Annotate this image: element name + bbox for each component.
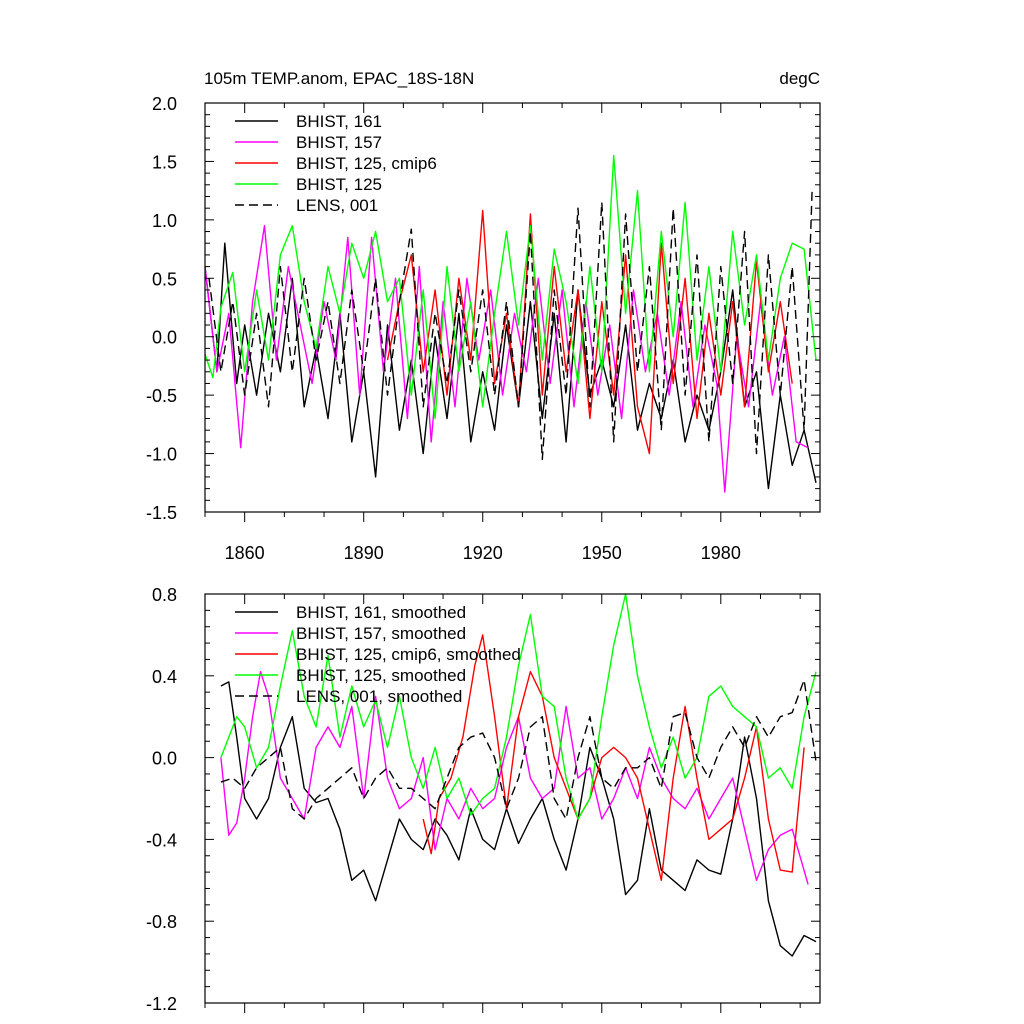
- y-tick-label: -1.2: [146, 994, 177, 1014]
- y-tick-label: -1.5: [146, 503, 177, 523]
- legend-label-3: BHIST, 125, cmip6: [296, 154, 437, 173]
- y-tick-label: 0.0: [152, 328, 177, 348]
- y-tick-label: 0.0: [152, 749, 177, 769]
- series-line-4: [205, 154, 817, 420]
- legend-label-2: BHIST, 157: [296, 133, 382, 152]
- series-group: [205, 154, 817, 493]
- top-panel: 105m TEMP.anom, EPAC_18S-18N degC -1.5 -1…: [146, 69, 821, 563]
- y-tick-label: 2.0: [152, 94, 177, 114]
- series-line-5: [208, 190, 813, 461]
- series-line-1: [220, 681, 817, 957]
- legend-label-5: LENS, 001: [296, 196, 378, 215]
- x-tick-label: 1860: [225, 543, 265, 563]
- y-tick-label: -0.8: [146, 912, 177, 932]
- x-tick-label: 1890: [344, 543, 384, 563]
- top-panel-units: degC: [779, 69, 820, 88]
- series-group: [220, 594, 817, 957]
- y-tick-label: 0.5: [152, 269, 177, 289]
- y-tick-label: -0.4: [146, 830, 177, 850]
- series-line-2: [220, 671, 809, 885]
- y-tick-label: 0.8: [152, 585, 177, 605]
- legend-label-4: BHIST, 125, smoothed: [296, 666, 466, 685]
- series-line-3: [422, 634, 805, 881]
- x-tick-label: 1950: [582, 543, 622, 563]
- plot-frame: [204, 102, 821, 513]
- legend-label-4: BHIST, 125: [296, 175, 382, 194]
- y-tick-label: 0.4: [152, 667, 177, 687]
- legend-label-3: BHIST, 125, cmip6, smoothed: [296, 645, 521, 664]
- y-tick-label: -0.5: [146, 386, 177, 406]
- series-line-5: [220, 679, 817, 820]
- x-tick-label: 1920: [463, 543, 503, 563]
- legend-label-2: BHIST, 157, smoothed: [296, 624, 466, 643]
- legend-label-1: BHIST, 161, smoothed: [296, 603, 466, 622]
- series-line-2: [205, 224, 809, 493]
- plot-frame: [204, 593, 821, 1004]
- y-tick-label: 1.5: [152, 152, 177, 172]
- series-line-4: [220, 594, 817, 820]
- y-tick-label: -1.0: [146, 445, 177, 465]
- legend-label-5: LENS, 001, smoothed: [296, 687, 462, 706]
- bottom-panel: -1.2 -0.8 -0.4 0.0 0.4 0.8 BHIST, 161, smoothe…: [146, 585, 821, 1014]
- series-line-1: [205, 242, 817, 490]
- top-panel-title: 105m TEMP.anom, EPAC_18S-18N: [204, 69, 474, 88]
- x-tick-label: 1980: [701, 543, 741, 563]
- y-tick-label: 1.0: [152, 211, 177, 231]
- legend-label-1: BHIST, 161: [296, 112, 382, 131]
